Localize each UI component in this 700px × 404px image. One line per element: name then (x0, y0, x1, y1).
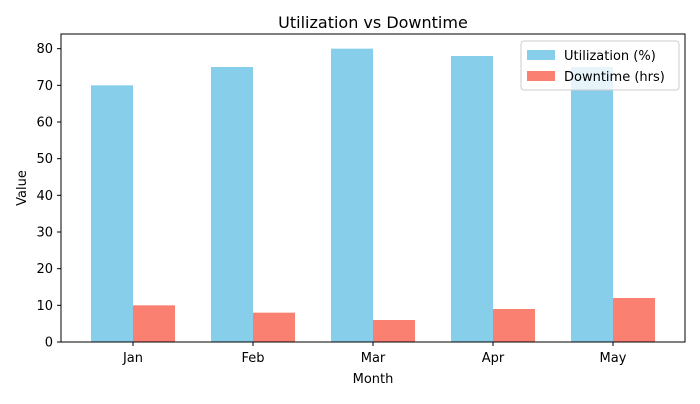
bar-downtime-may (613, 298, 655, 342)
bar-downtime-mar (373, 320, 415, 342)
legend: Utilization (%) Downtime (hrs) (520, 40, 680, 91)
legend-swatch-downtime (527, 71, 555, 81)
legend-swatch-utilization (527, 50, 555, 60)
y-axis: 0 10 20 30 40 50 60 70 80 (36, 42, 61, 351)
bar-utilization-may (571, 67, 613, 342)
x-axis-label: Month (353, 372, 394, 387)
y-tick-label: 60 (36, 116, 53, 131)
bar-downtime-feb (253, 312, 295, 342)
plot-frame (60, 33, 686, 343)
y-tick-label: 0 (45, 336, 53, 351)
x-tick-label: Feb (241, 351, 264, 366)
x-axis: Jan Feb Mar Apr May (122, 342, 627, 366)
x-tick-label: May (600, 351, 627, 366)
y-tick-label: 80 (36, 42, 53, 57)
legend-label-utilization: Utilization (%) (564, 49, 656, 64)
y-tick-label: 50 (36, 152, 53, 167)
x-tick-label: Jan (122, 351, 143, 366)
y-tick-label: 10 (36, 299, 53, 314)
chart-title: Utilization vs Downtime (278, 13, 468, 32)
y-axis-label: Value (15, 170, 30, 206)
bar-utilization-mar (331, 48, 373, 343)
y-tick-label: 70 (36, 79, 53, 94)
legend-label-downtime: Downtime (hrs) (564, 70, 665, 85)
y-tick-label: 20 (36, 262, 53, 277)
plot-bars (91, 48, 655, 343)
legend-box (520, 40, 680, 91)
x-tick-label: Mar (361, 351, 386, 366)
x-tick-label: Apr (482, 351, 505, 366)
bar-downtime-jan (133, 305, 175, 342)
bar-utilization-jan (91, 85, 133, 342)
bar-utilization-apr (451, 56, 493, 342)
bar-utilization-feb (211, 67, 253, 342)
y-tick-label: 40 (36, 189, 53, 204)
y-tick-label: 30 (36, 226, 53, 241)
bar-downtime-apr (493, 309, 535, 342)
